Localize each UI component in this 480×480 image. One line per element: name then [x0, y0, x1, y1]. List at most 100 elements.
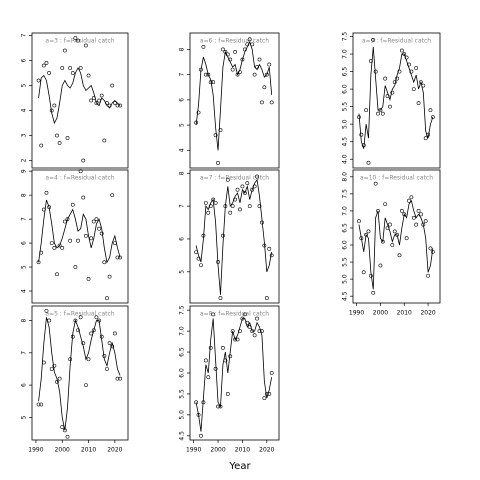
observed-point	[269, 253, 274, 258]
y-tick-label: 4.0	[342, 154, 349, 164]
fitted-line	[195, 40, 273, 151]
panel-frame	[189, 32, 280, 169]
observed-point	[221, 345, 225, 350]
observed-point	[260, 220, 264, 225]
observed-point	[94, 217, 99, 222]
observed-point	[216, 161, 220, 165]
observed-point	[112, 101, 117, 105]
y-tick-label: 5.5	[342, 257, 349, 267]
y-tick-label: 8	[179, 171, 186, 175]
observed-point	[395, 232, 399, 237]
observed-point	[60, 245, 65, 250]
observed-point	[76, 238, 80, 243]
observed-point	[230, 329, 235, 334]
observed-point	[194, 400, 198, 405]
observed-point	[257, 329, 262, 334]
observed-point	[107, 341, 112, 346]
observed-point	[428, 246, 433, 251]
panel-frame	[189, 305, 280, 441]
observed-point	[395, 76, 399, 81]
fitted-line	[195, 178, 273, 295]
fitted-line	[358, 199, 434, 290]
observed-point	[421, 83, 426, 88]
y-tick-label: 8	[21, 318, 28, 322]
observed-point	[196, 256, 201, 261]
observed-point	[421, 222, 426, 227]
observed-point	[221, 47, 225, 52]
observed-point	[91, 219, 96, 224]
observed-point	[364, 232, 369, 237]
observed-point	[89, 236, 94, 241]
observed-point	[225, 52, 230, 57]
observed-point	[385, 94, 390, 99]
y-tick-label: 2	[21, 158, 28, 162]
y-tick-label: 5.0	[342, 119, 349, 129]
observed-point	[240, 57, 245, 62]
observed-point	[99, 93, 104, 98]
y-tick-label: 7	[21, 351, 28, 355]
y-tick-label: 7	[21, 33, 28, 37]
observed-point	[201, 44, 206, 49]
observed-point	[49, 367, 54, 371]
y-tick-label: 7.0	[342, 49, 349, 59]
observed-point	[49, 108, 54, 113]
observed-point	[371, 38, 376, 42]
observed-point	[250, 42, 255, 47]
observed-point	[78, 169, 83, 174]
y-tick-label: 3	[21, 133, 28, 137]
observed-point	[86, 73, 91, 78]
observed-point	[262, 85, 267, 90]
y-tick-label: 6	[179, 98, 186, 102]
observed-point	[55, 272, 59, 277]
observed-point	[97, 226, 101, 231]
observed-point	[44, 190, 49, 195]
observed-point	[201, 400, 206, 405]
observed-point	[247, 37, 252, 42]
observed-point	[84, 234, 88, 238]
y-tick-label: 6	[179, 237, 186, 241]
y-tick-label: 6	[21, 241, 28, 245]
panel-annotation: a=10 : f=Residual catch	[360, 175, 433, 182]
observed-point	[60, 66, 65, 70]
y-tick-label: 4	[179, 148, 186, 152]
observed-point	[252, 72, 257, 77]
observed-point	[115, 103, 120, 108]
observed-point	[252, 184, 257, 189]
observed-point	[41, 63, 46, 68]
panel-annotation: a=3 : f=Residual catch	[45, 38, 114, 45]
observed-point	[225, 177, 230, 182]
observed-point	[230, 67, 235, 72]
observed-point	[105, 296, 109, 301]
y-tick-label: 6	[21, 58, 28, 62]
observed-point	[73, 36, 78, 40]
observed-point	[233, 337, 238, 342]
observed-point	[84, 43, 88, 48]
observed-point	[211, 197, 216, 202]
observed-point	[73, 265, 78, 269]
y-tick-label: 4.5	[179, 431, 186, 441]
x-tick-label: 2010	[397, 310, 412, 317]
observed-point	[84, 383, 88, 388]
fitted-line	[195, 318, 273, 432]
observed-point	[55, 379, 59, 384]
observed-point	[378, 108, 383, 113]
observed-point	[206, 210, 211, 215]
observed-point	[262, 243, 267, 248]
observed-point	[230, 204, 235, 209]
observed-point	[94, 101, 99, 105]
observed-point	[245, 320, 250, 325]
observed-point	[399, 209, 404, 213]
observed-point	[376, 209, 380, 213]
observed-point	[65, 136, 70, 140]
observed-point	[361, 143, 366, 148]
observed-point	[47, 318, 51, 323]
observed-point	[62, 428, 67, 433]
observed-point	[407, 62, 411, 67]
y-tick-label: 6.5	[342, 223, 349, 233]
observed-point	[89, 331, 94, 336]
observed-point	[402, 212, 407, 217]
observed-point	[216, 260, 220, 264]
observed-point	[211, 312, 216, 317]
observed-point	[409, 69, 414, 74]
